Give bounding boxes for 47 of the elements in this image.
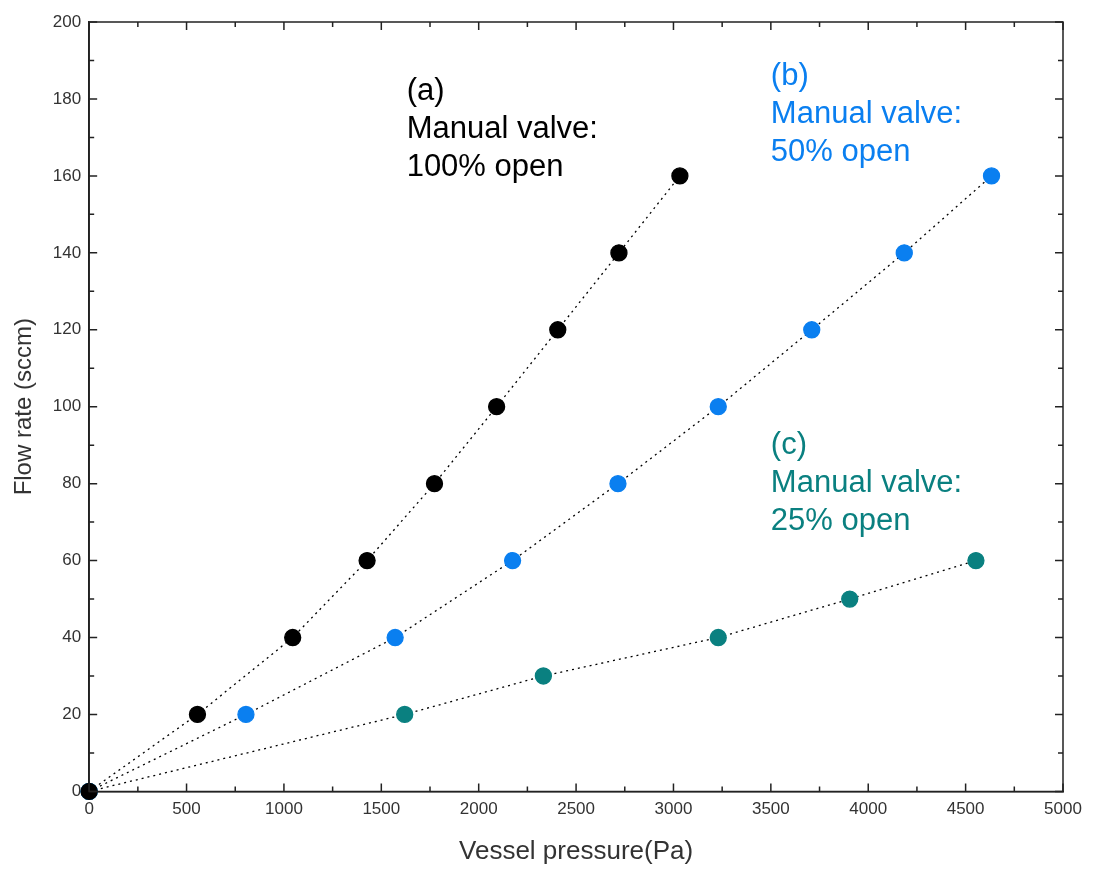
series-label: (b) Manual valve: 50% open [770, 56, 963, 168]
point [610, 244, 628, 262]
y-tick-label: 60 [62, 550, 82, 570]
point [671, 167, 689, 185]
point [803, 321, 821, 339]
x-tick-label: 500 [172, 799, 201, 819]
y-tick-label: 160 [52, 165, 82, 185]
y-tick-label: 180 [52, 88, 82, 108]
point [709, 628, 727, 647]
x-tick-label: 5000 [1044, 799, 1082, 819]
point [841, 590, 859, 608]
point [534, 667, 553, 685]
point [425, 474, 444, 493]
x-tick-label: 3000 [654, 799, 693, 819]
x-tick-label: 2500 [557, 799, 595, 819]
y-axis-title: Flow rate (sccm) [9, 318, 37, 496]
point [386, 628, 404, 647]
series-label: (c) Manual valve: 25% open [770, 425, 963, 537]
point [895, 244, 913, 262]
point [358, 551, 376, 570]
y-tick-label: 100 [52, 396, 82, 416]
y-tick-label: 0 [71, 781, 82, 801]
x-tick-label: 4000 [849, 799, 888, 819]
y-tick-label: 80 [62, 473, 82, 493]
y-tick-label: 200 [52, 11, 82, 31]
point [188, 705, 207, 724]
point [967, 551, 985, 570]
x-axis-title: Vessel pressure(Pa) [459, 834, 694, 865]
x-tick-label: 3500 [751, 799, 790, 819]
y-tick-label: 20 [62, 704, 82, 724]
point [709, 398, 727, 416]
point [284, 628, 302, 647]
series-label: (a) Manual valve: 100% open [406, 71, 598, 183]
x-tick-label: 1000 [265, 799, 303, 819]
point [396, 705, 414, 724]
point [503, 551, 522, 570]
y-tick-label: 40 [62, 627, 82, 647]
point [237, 705, 255, 724]
point [549, 321, 567, 339]
x-tick-label: 4500 [946, 799, 985, 819]
point [609, 474, 627, 493]
x-tick-label: 2000 [459, 799, 498, 819]
point [487, 398, 506, 416]
y-tick-label: 120 [52, 319, 82, 339]
point [982, 167, 1001, 185]
x-tick-label: 1500 [362, 799, 401, 819]
y-tick-label: 140 [52, 242, 82, 262]
